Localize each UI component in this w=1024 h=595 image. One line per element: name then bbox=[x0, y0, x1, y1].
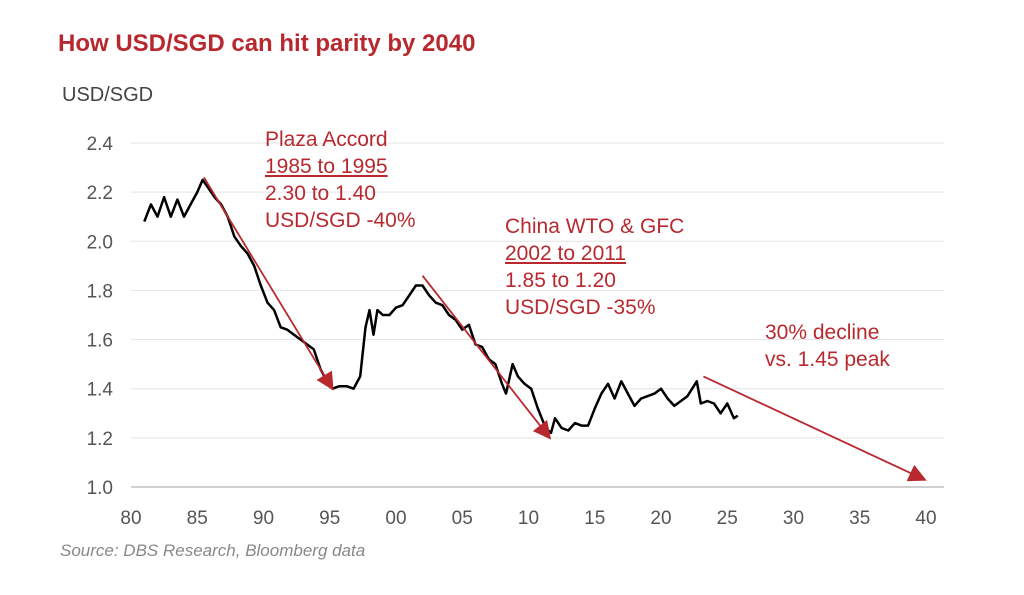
y-tick-label: 2.4 bbox=[87, 134, 114, 155]
y-tick-label: 1.6 bbox=[87, 331, 113, 352]
annotation-text: USD/SGD -35% bbox=[505, 296, 656, 319]
x-tick-label: 30 bbox=[783, 508, 804, 529]
x-tick-label: 95 bbox=[319, 508, 340, 529]
annotation-text: USD/SGD -40% bbox=[265, 209, 416, 232]
x-tick-label: 80 bbox=[120, 508, 141, 529]
y-tick-label: 2.2 bbox=[87, 183, 113, 204]
source-note: Source: DBS Research, Bloomberg data bbox=[60, 541, 366, 560]
series-line bbox=[143, 178, 739, 435]
x-tick-label: 25 bbox=[717, 508, 738, 529]
annotation-china-wto: China WTO & GFC 2002 to 2011 1.85 to 1.2… bbox=[505, 213, 684, 321]
y-tick-label: 2.0 bbox=[87, 232, 113, 253]
trend-arrow bbox=[703, 375, 927, 482]
x-tick-label: 10 bbox=[518, 508, 539, 529]
annotation-plaza-accord: Plaza Accord 1985 to 1995 2.30 to 1.40 U… bbox=[265, 126, 416, 234]
annotation-projection: 30% decline vs. 1.45 peak bbox=[765, 319, 890, 373]
annotation-text: vs. 1.45 peak bbox=[765, 348, 890, 371]
x-tick-label: 40 bbox=[915, 508, 936, 529]
x-tick-label: 05 bbox=[452, 508, 473, 529]
annotation-text: 30% decline bbox=[765, 321, 880, 344]
annotation-text: 2002 to 2011 bbox=[505, 242, 627, 265]
annotation-text: Plaza Accord bbox=[265, 128, 388, 151]
x-tick-label: 20 bbox=[650, 508, 671, 529]
annotation-text: 2.30 to 1.40 bbox=[265, 182, 376, 205]
annotation-text: 1.85 to 1.20 bbox=[505, 269, 616, 292]
y-tick-label: 1.8 bbox=[87, 281, 113, 302]
annotation-text: China WTO & GFC bbox=[505, 215, 685, 238]
x-tick-label: 00 bbox=[385, 508, 406, 529]
y-axis-label: USD/SGD bbox=[62, 84, 154, 106]
chart-title: How USD/SGD can hit parity by 2040 bbox=[58, 30, 476, 57]
y-tick-label: 1.4 bbox=[87, 380, 114, 401]
y-tick-label: 1.0 bbox=[87, 478, 113, 499]
x-tick-label: 35 bbox=[849, 508, 870, 529]
trend-arrow bbox=[203, 176, 334, 391]
trend-arrow bbox=[421, 275, 552, 440]
annotation-text: 1985 to 1995 bbox=[265, 155, 388, 178]
x-tick-label: 90 bbox=[253, 508, 274, 529]
x-tick-label: 85 bbox=[187, 508, 208, 529]
y-tick-label: 1.2 bbox=[87, 429, 113, 450]
x-tick-label: 15 bbox=[584, 508, 605, 529]
